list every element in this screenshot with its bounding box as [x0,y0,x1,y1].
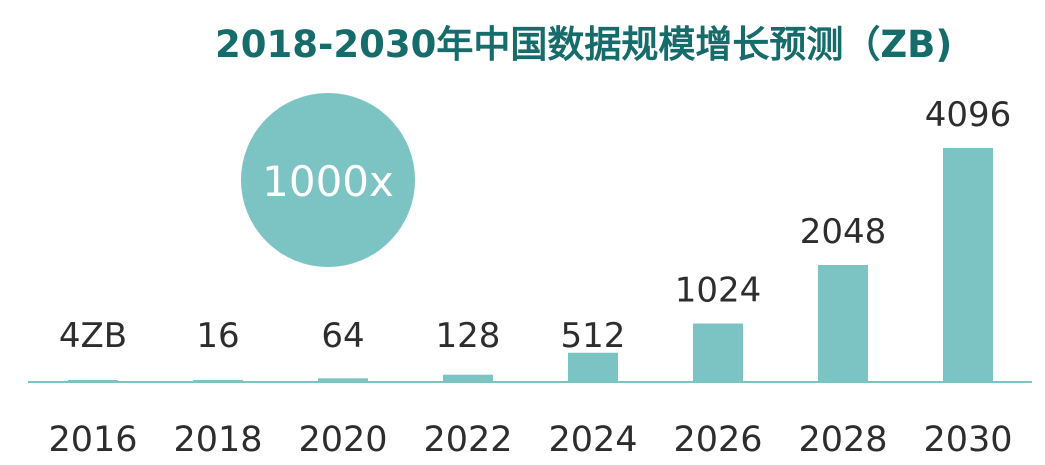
bar-2026 [693,323,743,382]
value-label-2026: 1024 [675,271,762,311]
x-tick-2028: 2028 [798,420,887,460]
bar-2028 [818,265,868,382]
value-label-2020: 64 [321,316,364,356]
x-tick-2018: 2018 [173,420,262,460]
value-label-2028: 2048 [800,212,887,252]
value-label-2024: 512 [561,316,626,356]
value-label-2030: 4096 [925,95,1012,135]
value-labels: 4ZB 16 64 128 512 1024 2048 4096 [59,95,1011,356]
x-tick-labels: 2016 2018 2020 2022 2024 2026 2028 2030 [48,420,1012,460]
chart-title: 2018-2030年中国数据规模增长预测（ZB) [215,23,953,66]
bar-2024 [568,352,618,382]
callout-label: 1000x [262,157,394,206]
x-tick-2020: 2020 [298,420,387,460]
value-label-2018: 16 [196,316,239,356]
x-tick-2024: 2024 [548,420,637,460]
x-tick-2030: 2030 [923,420,1012,460]
bar-2022 [443,374,493,382]
callout-circle [241,93,415,267]
x-tick-2022: 2022 [423,420,512,460]
x-tick-2016: 2016 [48,420,137,460]
bar-2020 [318,378,368,382]
callout: 1000x [241,93,415,267]
value-label-2022: 128 [436,316,501,356]
bar-2030 [943,148,993,382]
x-tick-2026: 2026 [673,420,762,460]
value-label-2016: 4ZB [59,316,127,356]
